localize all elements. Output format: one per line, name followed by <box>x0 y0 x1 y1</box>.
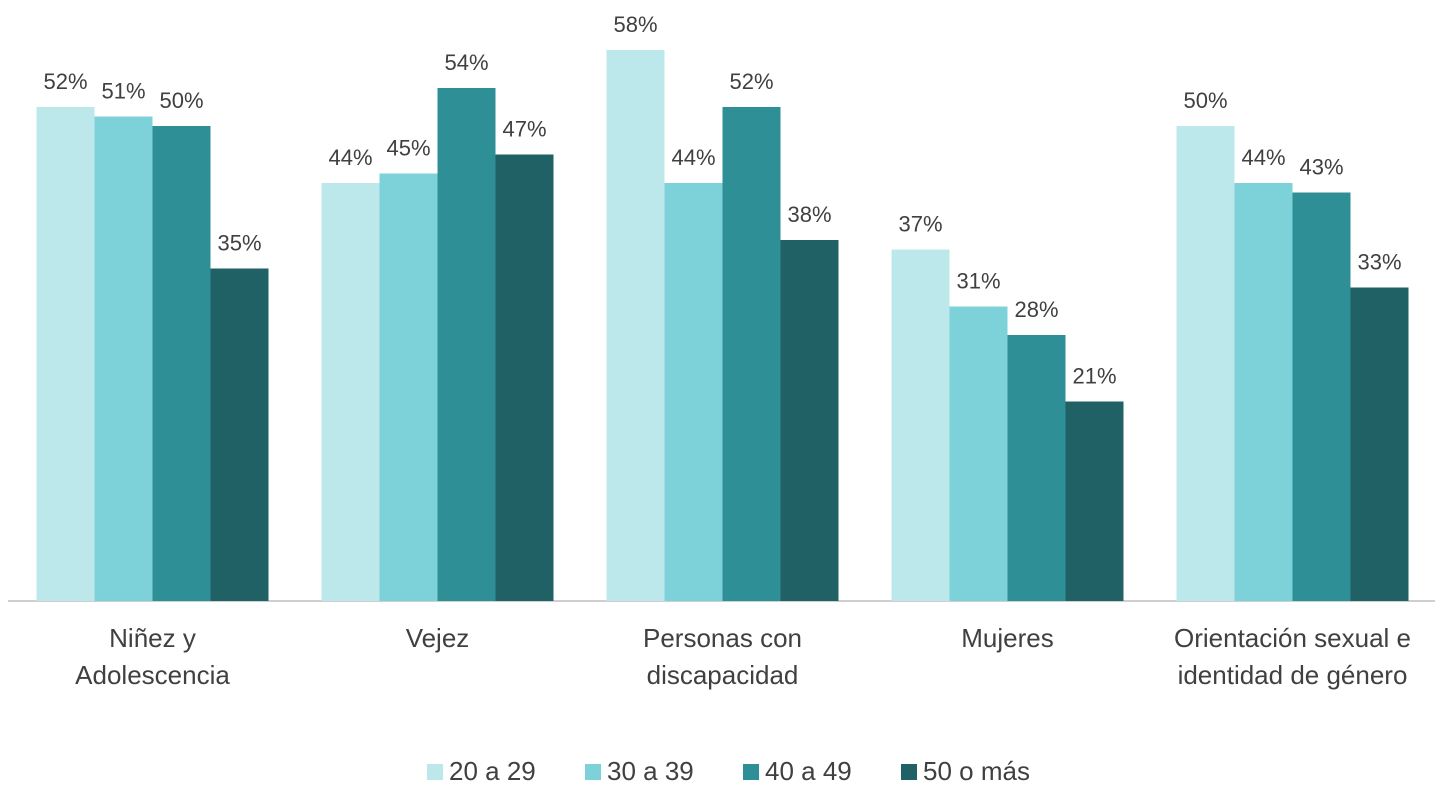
data-label: 37% <box>898 211 942 236</box>
data-label: 50% <box>159 88 203 113</box>
bar <box>606 50 665 601</box>
bar <box>1234 183 1293 601</box>
legend-swatch <box>585 764 601 780</box>
bar <box>210 268 269 601</box>
bar <box>722 107 781 601</box>
x-tick-label: Niñez y Adolescencia <box>75 623 230 690</box>
data-label: 58% <box>613 12 657 37</box>
bar <box>891 249 950 601</box>
data-label: 44% <box>328 145 372 170</box>
data-label: 28% <box>1014 297 1058 322</box>
data-label: 33% <box>1357 249 1401 274</box>
bar <box>1350 287 1409 601</box>
data-label: 38% <box>787 202 831 227</box>
bar <box>664 183 723 601</box>
bar <box>321 183 380 601</box>
legend-swatch <box>427 764 443 780</box>
x-tick-label: Vejez <box>405 623 470 653</box>
legend-label: 20 a 29 <box>449 756 536 785</box>
data-label: 43% <box>1299 154 1343 179</box>
bar <box>1176 126 1235 601</box>
legend-swatch <box>901 764 917 780</box>
data-label: 51% <box>101 78 145 103</box>
x-tick-label: Personas con discapacidad <box>643 623 802 690</box>
bar <box>1065 401 1124 601</box>
bar <box>1292 192 1351 601</box>
bar <box>949 306 1008 601</box>
bar <box>437 88 496 601</box>
data-label: 52% <box>729 69 773 94</box>
data-label: 45% <box>386 135 430 160</box>
bar <box>780 240 839 601</box>
legend-swatch <box>743 764 759 780</box>
legend-label: 30 a 39 <box>607 756 694 785</box>
data-label: 50% <box>1183 88 1227 113</box>
data-label: 52% <box>43 69 87 94</box>
x-tick-label: Mujeres <box>961 623 1054 653</box>
data-label: 35% <box>217 230 261 255</box>
data-label: 44% <box>1241 145 1285 170</box>
legend-label: 50 o más <box>923 756 1030 785</box>
bar <box>36 107 95 601</box>
legend-label: 40 a 49 <box>765 756 852 785</box>
bar <box>379 173 438 601</box>
data-label: 21% <box>1072 363 1116 388</box>
data-label: 47% <box>502 116 546 141</box>
bar <box>1007 335 1066 601</box>
bar <box>94 116 153 601</box>
data-label: 31% <box>956 268 1000 293</box>
bar <box>495 154 554 601</box>
data-label: 54% <box>444 50 488 75</box>
data-label: 44% <box>671 145 715 170</box>
x-tick-label: Orientación sexual e identidad de género <box>1173 623 1412 690</box>
bar <box>152 126 211 601</box>
